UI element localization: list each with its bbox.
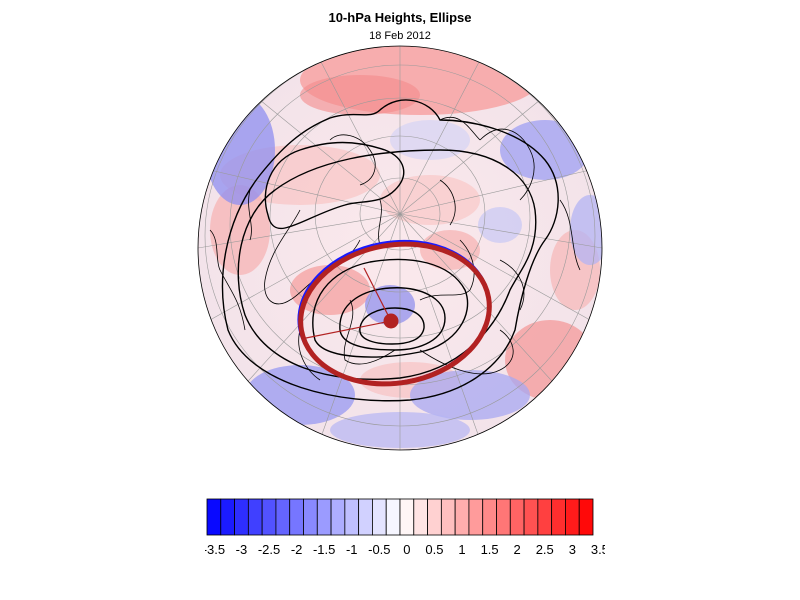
colorbar-box: [234, 498, 249, 536]
polar-map: [197, 45, 603, 451]
colorbar-box: [289, 498, 304, 536]
colorbar-box: [565, 498, 580, 536]
colorbar-box: [247, 498, 263, 536]
colorbar-box: [578, 498, 594, 536]
colorbar-tick-label: -2: [291, 542, 303, 557]
height-contours: [221, 99, 559, 402]
colorbar-tick-label: -2.5: [258, 542, 280, 557]
graticule: [198, 46, 602, 450]
colorbar-tick-label: -1: [346, 542, 358, 557]
colorbar-box: [468, 498, 484, 536]
globe-outline: [197, 45, 603, 451]
colorbar-box: [220, 498, 235, 536]
colorbar-tick-label: 3: [569, 542, 576, 557]
colorbar-box: [330, 498, 346, 536]
colorbar-box: [399, 498, 415, 536]
anomaly-field: [198, 46, 602, 450]
colorbar-box: [454, 498, 470, 536]
colorbar-tick-label: -3: [236, 542, 248, 557]
colorbar-tick-label: 2.5: [536, 542, 554, 557]
colorbar-box: [206, 498, 222, 536]
colorbar-box: [427, 498, 442, 536]
colorbar-tick-label: -0.5: [368, 542, 390, 557]
colorbar: -3.5 -3 -2.5 -2 -1.5 -1 -0.5 0 0.5 1 1.5 2 2.5 3 3.5: [205, 498, 605, 557]
colorbar-box: [551, 498, 566, 536]
colorbar-box: [372, 498, 387, 536]
vortex-ellipse: [297, 239, 492, 387]
colorbar-boxes: [206, 498, 594, 536]
colorbar-box: [537, 498, 553, 536]
colorbar-tick-label: 2: [514, 542, 521, 557]
colorbar-box: [413, 498, 428, 536]
vortex-centroid: [383, 313, 399, 329]
colorbar-labels: -3.5 -3 -2.5 -2 -1.5 -1 -0.5 0 0.5 1 1.5 2 2.5 3 3.5: [205, 542, 605, 557]
colorbar-box: [482, 498, 497, 536]
colorbar-tick-label: 0: [403, 542, 410, 557]
colorbar-box: [509, 498, 525, 536]
map-title: 10-hPa Heights, Ellipse: [328, 10, 472, 25]
colorbar-box: [316, 498, 332, 536]
colorbar-box: [523, 498, 539, 536]
map-date: 18 Feb 2012: [369, 30, 431, 42]
colorbar-box: [303, 498, 318, 536]
colorbar-box: [496, 498, 511, 536]
colorbar-tick-label: -3.5: [205, 542, 225, 557]
colorbar-box: [440, 498, 456, 536]
colorbar-box: [275, 498, 291, 536]
colorbar-tick-label: 1.5: [481, 542, 499, 557]
colorbar-tick-label: 1: [458, 542, 465, 557]
colorbar-box: [261, 498, 277, 536]
colorbar-tick-label: -1.5: [313, 542, 335, 557]
colorbar-tick-label: 3.5: [591, 542, 605, 557]
coastlines: [209, 117, 581, 381]
colorbar-box: [385, 498, 401, 536]
colorbar-tick-label: 0.5: [425, 542, 443, 557]
colorbar-box: [358, 498, 373, 536]
colorbar-box: [344, 498, 360, 536]
